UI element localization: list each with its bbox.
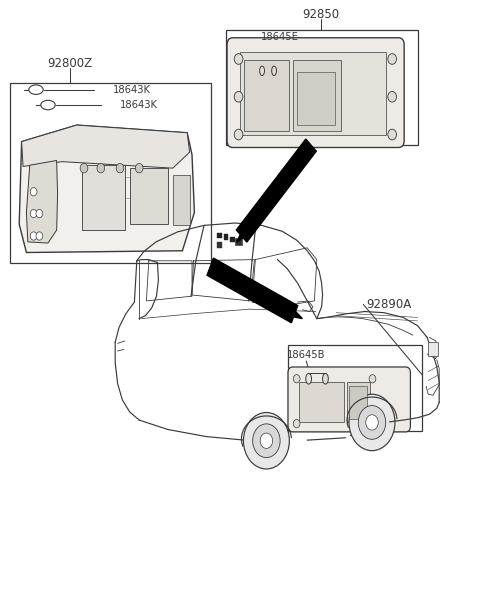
- Bar: [288, 345, 422, 431]
- Text: 92800Z: 92800Z: [47, 57, 92, 70]
- Circle shape: [366, 415, 378, 430]
- Text: 18643K: 18643K: [120, 100, 158, 110]
- Circle shape: [36, 209, 43, 218]
- Circle shape: [293, 375, 300, 383]
- Circle shape: [252, 424, 280, 458]
- Bar: [230, 237, 235, 242]
- Bar: [293, 60, 341, 131]
- Bar: [82, 165, 125, 230]
- Text: 18643K: 18643K: [113, 85, 151, 94]
- Circle shape: [369, 375, 376, 383]
- Bar: [428, 342, 438, 356]
- Bar: [235, 238, 242, 245]
- FancyArrow shape: [207, 258, 302, 323]
- Circle shape: [234, 129, 243, 140]
- Polygon shape: [26, 160, 58, 243]
- Bar: [226, 30, 418, 145]
- Circle shape: [358, 405, 386, 440]
- Circle shape: [243, 412, 289, 469]
- Circle shape: [388, 54, 396, 64]
- Circle shape: [80, 163, 88, 173]
- Ellipse shape: [272, 66, 276, 76]
- Text: 92890A: 92890A: [366, 298, 411, 311]
- Circle shape: [135, 163, 143, 173]
- Bar: [244, 60, 289, 131]
- Bar: [130, 168, 168, 224]
- Bar: [10, 83, 211, 263]
- Bar: [347, 382, 370, 422]
- FancyArrow shape: [236, 139, 316, 242]
- Circle shape: [116, 163, 124, 173]
- Text: 18645E: 18645E: [261, 32, 299, 41]
- Bar: [217, 242, 222, 248]
- Circle shape: [388, 91, 396, 102]
- Circle shape: [260, 433, 273, 448]
- Bar: [224, 234, 228, 240]
- FancyBboxPatch shape: [288, 367, 410, 432]
- Text: 92850: 92850: [302, 8, 339, 21]
- Circle shape: [234, 54, 243, 64]
- Ellipse shape: [323, 373, 328, 384]
- Circle shape: [234, 91, 243, 102]
- Ellipse shape: [260, 66, 264, 76]
- Circle shape: [30, 188, 37, 196]
- Circle shape: [369, 419, 376, 428]
- Bar: [240, 52, 386, 135]
- FancyBboxPatch shape: [227, 38, 404, 148]
- Bar: [349, 386, 367, 419]
- Circle shape: [30, 209, 37, 218]
- Polygon shape: [19, 125, 194, 253]
- Bar: [262, 66, 274, 76]
- Bar: [173, 175, 190, 225]
- Bar: [217, 233, 222, 238]
- Circle shape: [388, 129, 396, 140]
- Circle shape: [293, 419, 300, 428]
- Circle shape: [36, 232, 43, 240]
- Bar: [309, 373, 325, 384]
- Text: 18645B: 18645B: [287, 350, 325, 360]
- Bar: [297, 72, 335, 125]
- Ellipse shape: [306, 373, 312, 384]
- Polygon shape: [22, 125, 190, 168]
- Circle shape: [97, 163, 105, 173]
- Circle shape: [30, 232, 37, 240]
- Circle shape: [349, 394, 395, 451]
- Bar: [299, 382, 344, 422]
